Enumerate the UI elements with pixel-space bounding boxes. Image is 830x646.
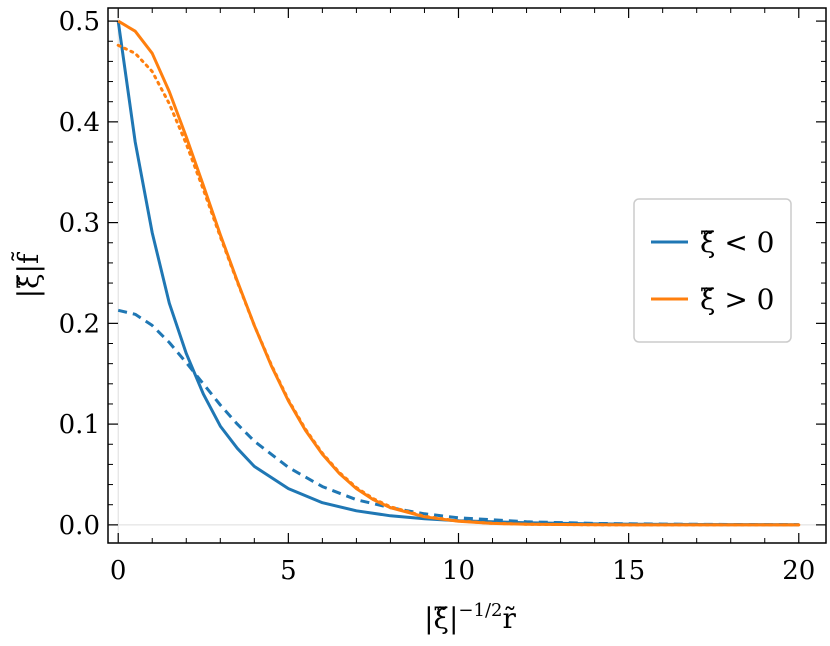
x-tick-label: 15 xyxy=(612,556,645,586)
series-line-1 xyxy=(117,308,799,527)
series-line-3 xyxy=(116,43,801,527)
y-tick-label: 0.5 xyxy=(59,7,100,37)
y-tick-label: 0.4 xyxy=(59,108,100,138)
series-layer xyxy=(116,19,801,527)
legend: ξ̃ < 0 ξ̃ > 0 xyxy=(633,198,792,343)
y-tick-label: 0.1 xyxy=(59,410,100,440)
x-tick-label: 0 xyxy=(110,556,127,586)
legend-label-neg: ξ̃ < 0 xyxy=(700,226,775,259)
plot-area: 0 5 10 15 20 0.0 0.1 0.2 0.3 0.4 0.5 xyxy=(59,7,827,586)
svg-text:|ξ̃|−1/2r̃: |ξ̃|−1/2r̃ xyxy=(424,600,516,635)
svg-text:|ξ̃|f̃: |ξ̃|f̃ xyxy=(11,251,45,298)
legend-label-pos: ξ̃ > 0 xyxy=(700,283,775,316)
y-axis-label: |ξ̃|f̃ xyxy=(11,251,45,298)
y-tick-label: 0.2 xyxy=(59,309,100,339)
tick-layer: 0 5 10 15 20 0.0 0.1 0.2 0.3 0.4 0.5 xyxy=(59,7,826,586)
x-tick-label: 20 xyxy=(782,556,815,586)
legend-box xyxy=(633,198,792,343)
x-axis-label: |ξ̃|−1/2r̃ xyxy=(424,600,516,635)
x-tick-label: 5 xyxy=(280,556,297,586)
x-tick-label: 10 xyxy=(442,556,475,586)
y-tick-label: 0.0 xyxy=(59,511,100,541)
plot-frame xyxy=(107,7,827,544)
y-tick-label: 0.3 xyxy=(59,209,100,239)
